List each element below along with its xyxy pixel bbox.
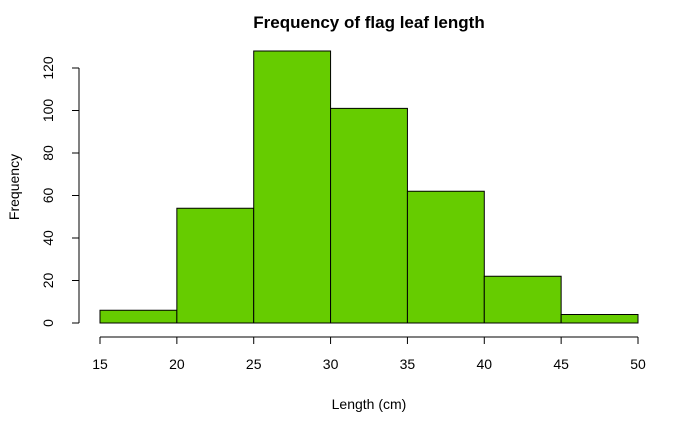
y-tick-label: 0: [40, 319, 56, 327]
x-axis: 15 20 25 30 35 40 45 50: [92, 336, 646, 372]
y-tick-label: 80: [40, 145, 56, 161]
bars-group: [99, 50, 639, 324]
chart-title: Frequency of flag leaf length: [253, 13, 484, 32]
histogram-bar-20-25: [176, 207, 255, 324]
x-tick-label: 35: [400, 356, 416, 372]
histogram-bar-15-20: [99, 309, 178, 324]
x-tick-label: 20: [169, 356, 185, 372]
histogram-bar-25-30: [253, 50, 332, 324]
x-tick-label: 25: [246, 356, 262, 372]
y-axis: 0 20 40 60 80 100 120: [40, 56, 80, 327]
x-tick-label: 30: [323, 356, 339, 372]
y-tick-label: 40: [40, 230, 56, 246]
x-tick-label: 15: [92, 356, 108, 372]
x-axis-label: Length (cm): [332, 396, 407, 412]
y-tick-label: 120: [40, 56, 56, 80]
y-axis-label: Frequency: [6, 154, 22, 220]
y-tick-label: 60: [40, 188, 56, 204]
x-tick-label: 40: [476, 356, 492, 372]
histogram-bar-45-50: [560, 314, 639, 324]
y-tick-label: 20: [40, 273, 56, 289]
histogram-bar-30-35: [330, 107, 408, 324]
x-tick-label: 45: [553, 356, 569, 372]
x-tick-label: 50: [630, 356, 646, 372]
histogram-bar-35-40: [406, 190, 485, 324]
histogram-bar-40-45: [483, 275, 562, 324]
y-tick-label: 100: [40, 99, 56, 123]
